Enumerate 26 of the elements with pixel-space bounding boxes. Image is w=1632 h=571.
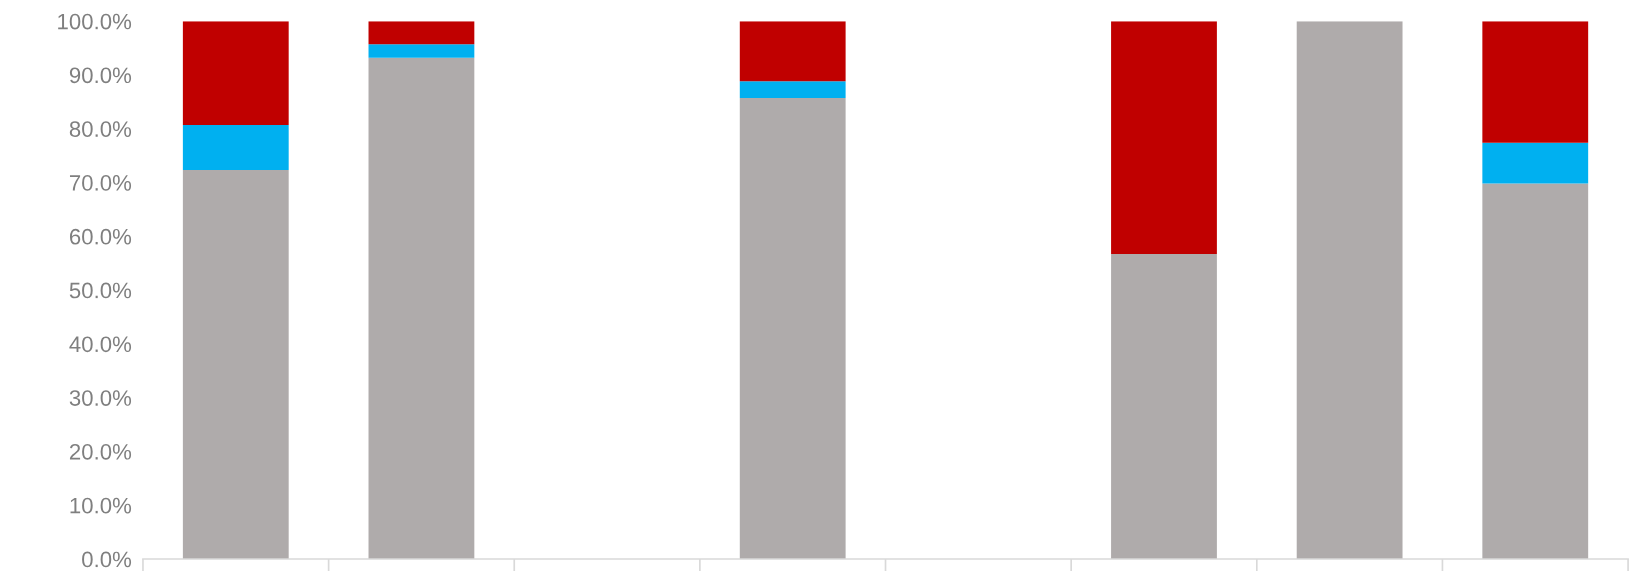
- y-tick-label: 70.0%: [69, 175, 132, 191]
- bar: [1482, 183, 1589, 560]
- y-tick-label: 50.0%: [69, 282, 132, 299]
- bar: [739, 81, 846, 99]
- y-tick-label: 60.0%: [69, 228, 132, 245]
- bar: [1296, 21, 1403, 560]
- bar: [739, 21, 846, 82]
- bar: [182, 170, 289, 560]
- bar: [182, 124, 289, 171]
- y-tick-label: 0.0%: [82, 551, 132, 568]
- y-tick-label: 30.0%: [69, 390, 132, 406]
- y-tick-label: 40.0%: [69, 336, 132, 353]
- bar: [368, 21, 475, 45]
- bar: [1482, 142, 1589, 184]
- bar: [1111, 254, 1217, 560]
- bar: [739, 98, 846, 560]
- y-tick-label: 100.0%: [58, 13, 132, 30]
- y-tick-label: 80.0%: [69, 121, 132, 137]
- y-tick-label: 10.0%: [70, 497, 132, 514]
- bar: [1482, 21, 1589, 143]
- y-tick-label: 20.0%: [69, 443, 132, 460]
- bar: [368, 44, 475, 58]
- bar: [182, 21, 289, 125]
- y-tick-label: 90.0%: [69, 67, 132, 84]
- bar: [368, 57, 475, 560]
- bar: [1111, 21, 1217, 255]
